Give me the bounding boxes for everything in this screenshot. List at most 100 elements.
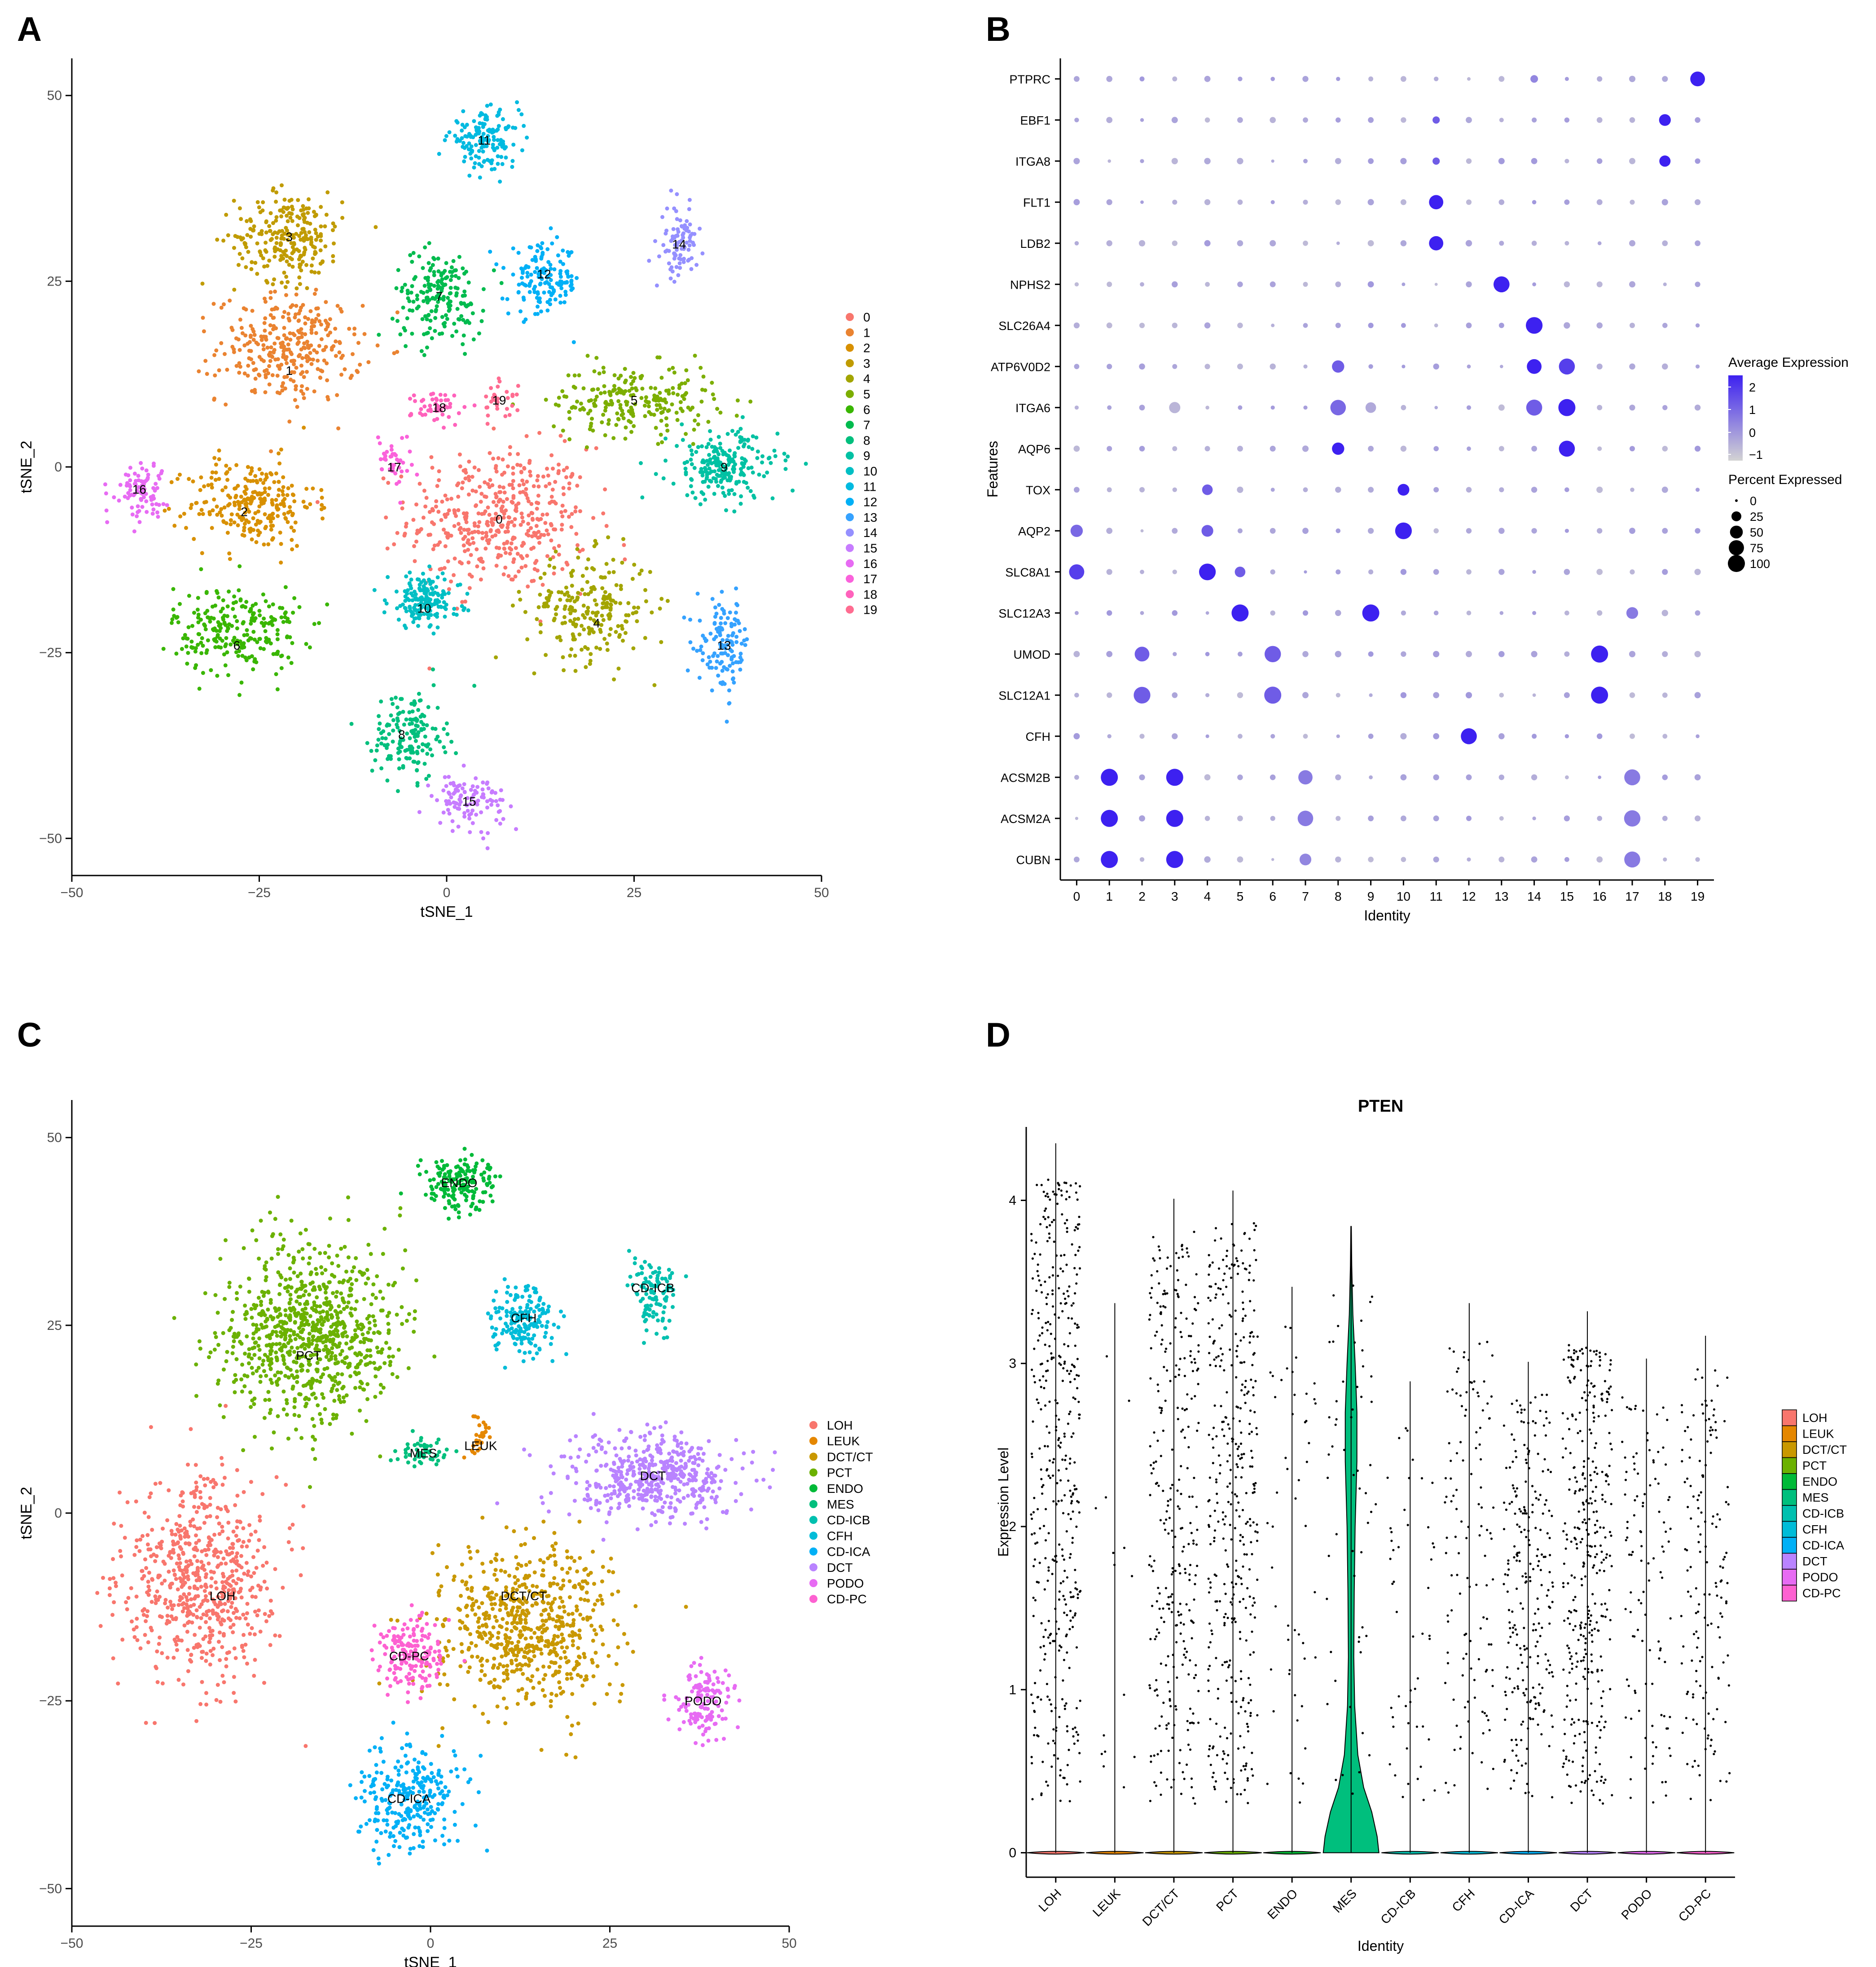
b-dot-flt1-16 xyxy=(1596,199,1603,205)
c-cell-point xyxy=(492,1677,497,1682)
a-cell-point xyxy=(739,494,743,498)
a-cell-point xyxy=(196,612,201,617)
a-cell-point xyxy=(259,334,264,339)
a-cell-point xyxy=(416,731,420,735)
c-cell-point xyxy=(290,1523,295,1527)
c-cell-point xyxy=(218,1658,222,1662)
a-cell-point xyxy=(782,452,786,456)
a-cell-point xyxy=(282,326,286,330)
a-cell-point xyxy=(558,598,562,602)
a-cluster-label-2: 2 xyxy=(241,505,248,519)
b-dot-cubn-7 xyxy=(1299,854,1312,866)
panel-letter-b: B xyxy=(986,10,1010,48)
a-cell-point xyxy=(590,587,595,591)
b-dot-aqp6-16 xyxy=(1597,446,1602,451)
a-cell-point xyxy=(404,344,408,348)
a-cell-point xyxy=(285,493,290,497)
a-cell-point xyxy=(508,551,512,556)
a-cell-point xyxy=(415,768,419,773)
c-cell-point xyxy=(215,1565,220,1569)
a-cell-point xyxy=(510,165,514,169)
b-dot-acsm2a-9 xyxy=(1368,815,1374,822)
a-cell-point xyxy=(237,348,242,352)
a-cell-point xyxy=(254,479,259,483)
a-cell-point xyxy=(351,352,355,356)
a-cell-point xyxy=(529,273,533,277)
a-cell-point xyxy=(614,583,619,587)
a-cell-point xyxy=(718,410,723,415)
a-cell-point xyxy=(305,506,309,510)
a-cell-point xyxy=(410,260,414,264)
a-cell-point xyxy=(481,125,485,129)
a-cell-point xyxy=(719,480,723,484)
a-cell-point xyxy=(552,267,557,272)
a-cell-point xyxy=(557,469,561,473)
a-cell-point xyxy=(720,682,725,686)
a-cell-point xyxy=(309,328,314,332)
a-cell-point xyxy=(578,408,582,412)
a-cell-point xyxy=(259,253,264,258)
a-cell-point xyxy=(338,307,343,311)
a-cell-point xyxy=(616,624,620,628)
a-cell-point xyxy=(415,751,420,756)
c-cell-point xyxy=(193,1545,198,1550)
a-cell-point xyxy=(486,786,491,791)
b-dot-flt1-11 xyxy=(1429,195,1444,210)
b-x-tick-label-2: 2 xyxy=(1138,889,1146,903)
c-cell-point xyxy=(218,1620,223,1625)
a-cell-point xyxy=(263,477,268,482)
c-cell-point xyxy=(258,1514,262,1519)
b-dot-itga8-6 xyxy=(1271,159,1274,163)
a-cell-point xyxy=(712,492,716,496)
a-cell-point xyxy=(256,533,261,537)
a-cell-point xyxy=(303,315,308,320)
a-cell-point xyxy=(246,465,250,469)
b-x-tick-label-17: 17 xyxy=(1625,889,1639,903)
a-cell-point xyxy=(447,508,451,513)
a-cell-point xyxy=(570,584,574,588)
b-dot-slc26a4-8 xyxy=(1335,322,1341,328)
a-cell-point xyxy=(501,515,506,520)
a-cell-point xyxy=(440,595,444,600)
a-cell-point xyxy=(691,647,695,651)
b-dot-cfh-17 xyxy=(1630,733,1635,739)
c-cell-point xyxy=(226,1520,231,1525)
a-cell-point xyxy=(325,190,330,194)
b-dot-atp6v0d2-9 xyxy=(1368,364,1373,369)
a-cell-point xyxy=(438,296,442,301)
b-dot-umod-17 xyxy=(1629,651,1636,657)
a-cell-point xyxy=(463,535,467,539)
a-cell-point xyxy=(479,492,484,496)
b-dot-itga8-7 xyxy=(1303,158,1308,163)
a-cell-point xyxy=(559,510,563,515)
a-cell-point xyxy=(419,349,424,353)
a-cell-point xyxy=(417,577,421,582)
c-cell-point xyxy=(181,1682,185,1687)
a-cell-point xyxy=(407,581,412,586)
a-cell-point xyxy=(223,663,228,668)
a-cell-point xyxy=(232,246,236,250)
a-cell-point xyxy=(483,494,487,499)
b-dot-atp6v0d2-18 xyxy=(1662,363,1668,370)
a-cell-point xyxy=(444,721,449,726)
c-cell-point xyxy=(231,1630,235,1634)
a-cell-point xyxy=(356,341,360,345)
a-cell-point xyxy=(567,416,572,421)
b-dot-cubn-9 xyxy=(1368,857,1374,862)
b-dot-tox-8 xyxy=(1335,487,1341,493)
a-cell-point xyxy=(454,751,458,755)
a-cell-point xyxy=(554,612,558,616)
a-legend-label-9: 9 xyxy=(863,449,870,463)
a-cell-point xyxy=(268,323,272,327)
a-cell-point xyxy=(708,460,712,464)
c-cell-point xyxy=(268,1643,272,1647)
a-cell-point xyxy=(409,591,413,596)
a-cell-point xyxy=(212,397,216,402)
b-dot-acsm2b-0 xyxy=(1074,774,1079,780)
a-cell-point xyxy=(275,628,280,632)
a-cell-point xyxy=(260,208,265,213)
c-cell-point xyxy=(586,1598,590,1603)
a-cell-point xyxy=(434,309,438,313)
a-cell-point xyxy=(754,436,759,440)
a-cell-point xyxy=(270,373,275,378)
